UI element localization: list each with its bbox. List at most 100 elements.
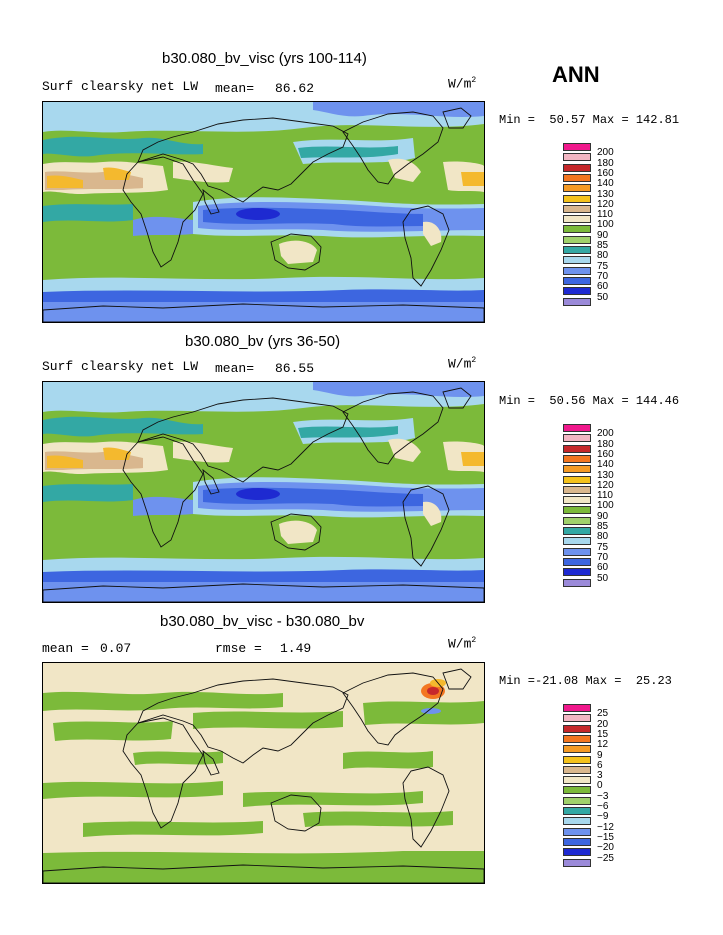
diff-negative-area bbox=[243, 791, 423, 807]
colorbar-swatch bbox=[563, 246, 591, 254]
coastline bbox=[270, 233, 322, 271]
coastline bbox=[202, 468, 220, 495]
central-asia-beige bbox=[173, 161, 233, 183]
colorbar-tick-label: 130 bbox=[597, 188, 614, 200]
diff-negative-area bbox=[43, 781, 223, 799]
season-label: ANN bbox=[552, 62, 600, 87]
colorbar-tick-label: −6 bbox=[597, 801, 609, 812]
colorbar-swatch bbox=[563, 796, 591, 805]
colorbar-swatch bbox=[563, 827, 591, 836]
colorbar-swatch bbox=[563, 297, 591, 306]
colorbar-tick-label: 75 bbox=[597, 260, 609, 272]
colorbar-swatch bbox=[563, 215, 591, 224]
colorbar-swatch bbox=[563, 266, 591, 275]
panel1-map bbox=[42, 101, 485, 323]
colorbar-tick-label: 200 bbox=[597, 147, 614, 159]
coastline bbox=[442, 107, 472, 129]
colorbar-tick-label: 90 bbox=[597, 510, 609, 522]
atlantic-east-hot bbox=[461, 172, 484, 186]
north-atlantic-band bbox=[43, 136, 203, 157]
coastline bbox=[43, 303, 484, 322]
coastline bbox=[342, 391, 444, 465]
colorbar-tick-label: 160 bbox=[597, 448, 614, 460]
antarctic-band bbox=[43, 569, 484, 586]
colorbar-swatch bbox=[563, 424, 591, 432]
colorbar-swatch bbox=[563, 724, 591, 733]
colorbar-swatch bbox=[563, 568, 591, 577]
colorbar-tick-label: 85 bbox=[597, 240, 609, 251]
colorbar-swatch bbox=[563, 173, 591, 182]
diff-negative-area bbox=[83, 821, 263, 837]
coastline bbox=[43, 864, 484, 883]
panel3-minmax: Min =-21.08 Max = 25.23 bbox=[499, 674, 672, 688]
sahara-hot bbox=[47, 175, 83, 188]
colorbar-swatch bbox=[563, 163, 591, 172]
colorbar-swatch bbox=[563, 194, 591, 203]
colorbar-tick-label: 120 bbox=[597, 479, 614, 491]
colorbar-swatch bbox=[563, 734, 591, 743]
colorbar-tick-label: −25 bbox=[597, 852, 614, 864]
arabia-hot bbox=[103, 447, 131, 460]
antarctic-edge bbox=[43, 302, 484, 322]
coastline bbox=[202, 749, 220, 776]
indian-ocean-band bbox=[133, 496, 193, 516]
colorbar-swatch bbox=[563, 745, 591, 754]
coastline bbox=[137, 397, 349, 483]
panel1-mean-label: mean= bbox=[215, 81, 255, 96]
diff-negative-area bbox=[363, 701, 484, 725]
colorbar-swatch bbox=[563, 714, 591, 723]
coastline bbox=[270, 513, 322, 551]
colorbar-swatch bbox=[563, 506, 591, 515]
colorbar-tick-label: 180 bbox=[597, 157, 614, 169]
coastline bbox=[342, 111, 444, 185]
colorbar-tick-label: 6 bbox=[597, 759, 603, 771]
sa-interior bbox=[423, 501, 442, 526]
panel2-units: W/m2 bbox=[448, 356, 477, 372]
colorbar-tick-label: 180 bbox=[597, 438, 614, 450]
colorbar-swatch bbox=[563, 235, 591, 244]
na-interior bbox=[388, 158, 421, 182]
atlantic-tropic-teal bbox=[43, 204, 133, 222]
panel3-mean-label: mean = bbox=[42, 641, 89, 656]
antarctic-edge bbox=[43, 582, 484, 602]
colorbar-swatch bbox=[563, 848, 591, 857]
diff-negative-area bbox=[343, 751, 433, 769]
diff-negative-area bbox=[303, 811, 453, 827]
colorbar-swatch bbox=[563, 256, 591, 265]
warm-pool-core bbox=[236, 488, 280, 500]
colorbar-tick-label: 120 bbox=[597, 198, 614, 210]
colorbar-tick-label: 12 bbox=[597, 739, 609, 751]
colorbar-tick-label: −9 bbox=[597, 811, 609, 823]
colorbar-swatch bbox=[563, 557, 591, 566]
arctic-cold-zone bbox=[313, 382, 484, 397]
colorbar-tick-label: 90 bbox=[597, 229, 609, 241]
panel2-colorbar: 200 180 160 140 130 120 110 100 90 85 80 75 70 60 50 bbox=[563, 424, 614, 599]
panel1-variable: Surf clearsky net LW bbox=[42, 79, 199, 94]
panel3-map bbox=[42, 662, 485, 884]
coastline bbox=[43, 583, 484, 602]
panel3-title: b30.080_bv_visc - b30.080_bv bbox=[160, 613, 365, 630]
panel1-map-svg bbox=[43, 102, 484, 322]
colorbar-tick-label: 160 bbox=[597, 167, 614, 179]
coastline bbox=[270, 794, 322, 832]
colorbar-tick-label: 50 bbox=[597, 572, 609, 584]
colorbar-tick-label: 80 bbox=[597, 531, 609, 543]
diff-hotspot-core bbox=[427, 687, 439, 695]
colorbar-tick-label: 15 bbox=[597, 728, 609, 740]
colorbar-tick-label: 140 bbox=[597, 459, 614, 471]
panel2-map-svg bbox=[43, 382, 484, 602]
colorbar-swatch bbox=[563, 204, 591, 213]
colorbar-swatch bbox=[563, 184, 591, 193]
coastline bbox=[202, 188, 220, 215]
colorbar-swatch bbox=[563, 153, 591, 162]
colorbar-swatch bbox=[563, 837, 591, 846]
colorbar-tick-label: 70 bbox=[597, 551, 609, 563]
arctic-cold-zone bbox=[313, 102, 484, 117]
sahara-hot bbox=[47, 455, 83, 468]
panel1-mean-value: 86.62 bbox=[275, 81, 315, 96]
panel3-mean-value: 0.07 bbox=[100, 641, 132, 656]
colorbar-tick-label: 0 bbox=[597, 780, 603, 792]
panel2-map bbox=[42, 381, 485, 603]
coastline bbox=[122, 717, 204, 829]
diff-negative-area bbox=[43, 851, 484, 883]
